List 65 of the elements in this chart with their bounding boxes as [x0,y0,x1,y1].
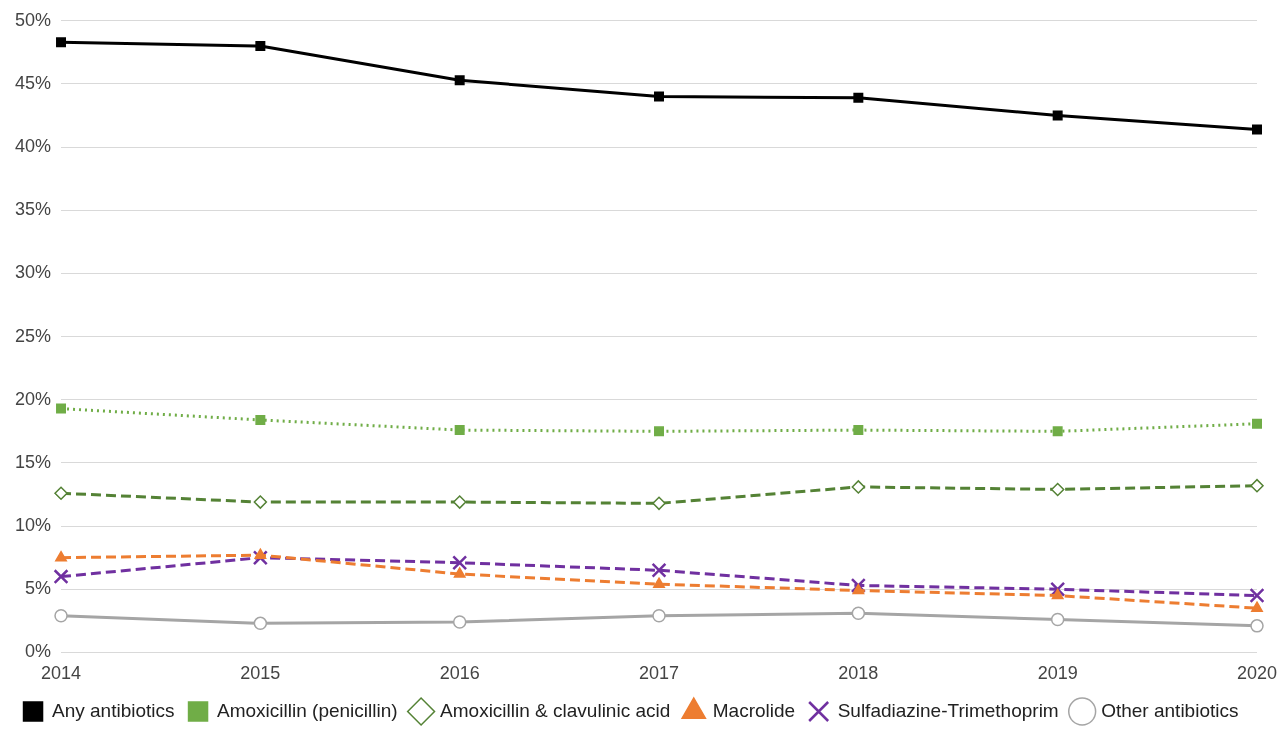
point [453,567,466,578]
legend-label: Other antibiotics [1101,699,1239,721]
y-tick-label: 5% [25,578,52,599]
point [253,616,268,631]
x-tick-label: 2018 [838,663,879,684]
point [1052,110,1063,121]
y-tick-label: 15% [15,451,52,472]
point [1052,426,1063,437]
x-tick-label: 2014 [41,663,82,684]
point [1051,588,1064,600]
point [853,92,864,103]
x-tick-label: 2015 [240,663,281,684]
point [254,548,267,559]
y-tick-label: 50% [15,9,52,30]
y-tick-label: 0% [25,641,52,662]
point [255,41,266,52]
x-tick-label: 2016 [439,663,480,684]
x-tick-label: 2020 [1236,663,1278,684]
point [54,486,68,500]
point [452,495,467,509]
point [1250,619,1264,633]
point [1251,601,1263,612]
point [452,555,468,571]
legend-label: Macrolide [712,699,796,721]
y-tick-label: 35% [15,199,52,220]
point [1252,418,1262,429]
y-tick-label: 45% [15,72,52,93]
point [852,583,865,595]
legend-label: Amoxicillin (penicillin) [217,699,398,721]
point [851,480,866,494]
point [454,425,465,436]
point [653,577,665,588]
legend-label: Amoxicillin & clavulinic acid [440,699,671,721]
x-tick-label: 2019 [1037,663,1078,684]
x-tick-label: 2017 [638,663,680,684]
point [56,37,67,48]
point [1249,587,1265,604]
point [1050,482,1065,497]
y-tick-label: 20% [15,388,52,409]
point [1252,124,1262,135]
y-tick-label: 10% [15,515,52,536]
point [255,414,266,425]
point [853,425,864,436]
point [452,615,467,629]
point [252,550,268,566]
point [454,75,465,86]
y-tick-label: 25% [15,325,52,346]
point [55,550,67,562]
point [54,609,68,623]
y-tick-label: 40% [15,136,52,157]
point [1050,581,1066,597]
point [651,562,667,578]
point [652,496,666,511]
y-tick-label: 30% [15,262,52,283]
point [1250,478,1264,493]
point [851,606,866,620]
point [652,609,666,623]
point [53,568,69,585]
point [253,495,268,509]
point [654,91,665,102]
point [654,426,665,437]
legend-label: Sulfadiazine-Trimethoprim [837,699,1059,721]
legend-label: Any antibiotics [52,699,175,721]
point [1050,612,1065,627]
point [56,403,67,414]
